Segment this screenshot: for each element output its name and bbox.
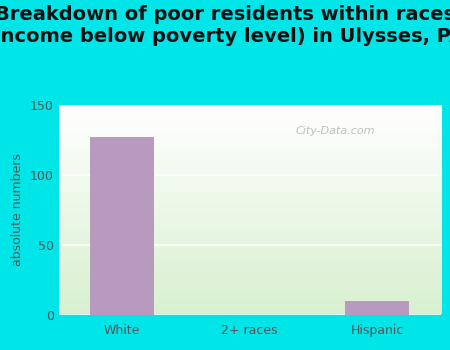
Bar <box>346 301 409 315</box>
Y-axis label: absolute numbers: absolute numbers <box>11 154 24 266</box>
Bar <box>90 137 154 315</box>
Text: Breakdown of poor residents within races
(income below poverty level) in Ulysses: Breakdown of poor residents within races… <box>0 5 450 46</box>
Text: City-Data.com: City-Data.com <box>296 126 375 136</box>
